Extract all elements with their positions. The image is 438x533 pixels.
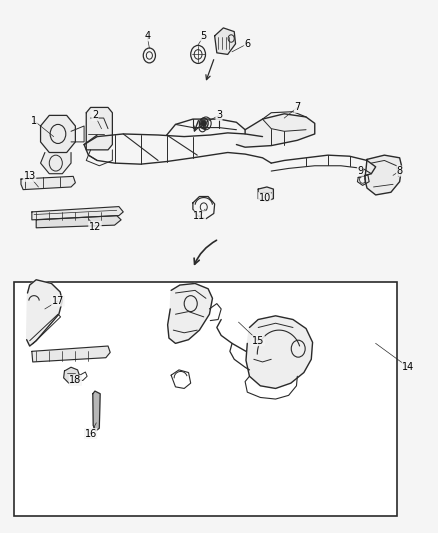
Polygon shape (32, 346, 110, 362)
Polygon shape (21, 176, 75, 190)
Text: 2: 2 (92, 110, 98, 120)
Text: 3: 3 (216, 110, 222, 120)
Text: 9: 9 (357, 166, 364, 176)
Polygon shape (258, 187, 273, 201)
Polygon shape (86, 108, 113, 150)
Polygon shape (365, 155, 402, 195)
Text: 17: 17 (52, 296, 64, 306)
Polygon shape (237, 114, 315, 147)
Polygon shape (93, 391, 100, 431)
Text: 15: 15 (252, 336, 265, 346)
Polygon shape (41, 152, 71, 174)
Polygon shape (36, 216, 121, 228)
Text: 18: 18 (69, 375, 81, 385)
Polygon shape (41, 115, 75, 152)
Text: 14: 14 (402, 362, 414, 372)
Text: 11: 11 (193, 211, 205, 221)
Text: 4: 4 (144, 31, 150, 41)
Polygon shape (27, 280, 62, 346)
Text: 16: 16 (85, 429, 97, 439)
Text: 10: 10 (258, 192, 271, 203)
Polygon shape (32, 207, 123, 220)
Text: 5: 5 (201, 31, 207, 41)
Polygon shape (215, 28, 236, 54)
Text: 13: 13 (24, 172, 36, 181)
Text: 8: 8 (396, 166, 403, 176)
Polygon shape (168, 284, 212, 343)
Circle shape (201, 120, 206, 126)
Text: 7: 7 (294, 102, 300, 112)
Text: 12: 12 (89, 222, 101, 232)
Bar (14, 282, 397, 516)
Polygon shape (64, 367, 80, 383)
Polygon shape (246, 316, 313, 389)
Text: 6: 6 (244, 39, 251, 49)
Text: 1: 1 (31, 116, 37, 126)
